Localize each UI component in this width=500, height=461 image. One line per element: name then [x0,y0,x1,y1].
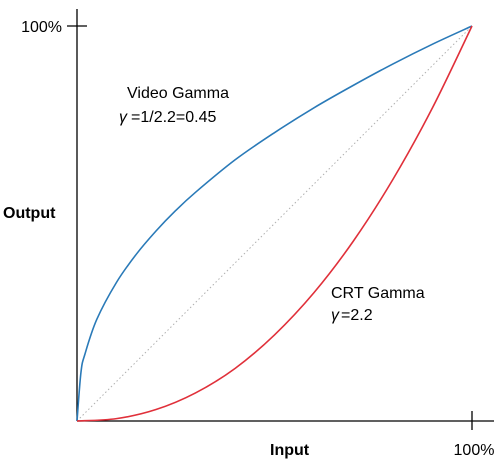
y-tick-label: 100% [21,19,62,36]
series-line-crt-gamma [76,25,473,422]
annotation-video-formula: γ =1/2.2=0.45 [119,109,217,126]
annotation-video-title: Video Gamma [127,85,229,102]
annotation-crt-formula: γ =2.2 [331,307,373,324]
x-axis-label: Input [270,442,310,459]
annotation-crt-title: CRT Gamma [331,285,425,302]
y-axis-label: Output [3,205,56,222]
x-tick-label: 100% [454,442,495,459]
reference-diagonal [76,25,473,422]
gamma-symbol: γ [331,307,340,324]
series-line-video-gamma [76,25,473,422]
annotation-crt-formula-text: =2.2 [341,307,373,324]
annotation-video-formula-text: =1/2.2=0.45 [131,109,217,126]
axes [67,9,494,430]
gamma-symbol: γ [119,109,128,126]
